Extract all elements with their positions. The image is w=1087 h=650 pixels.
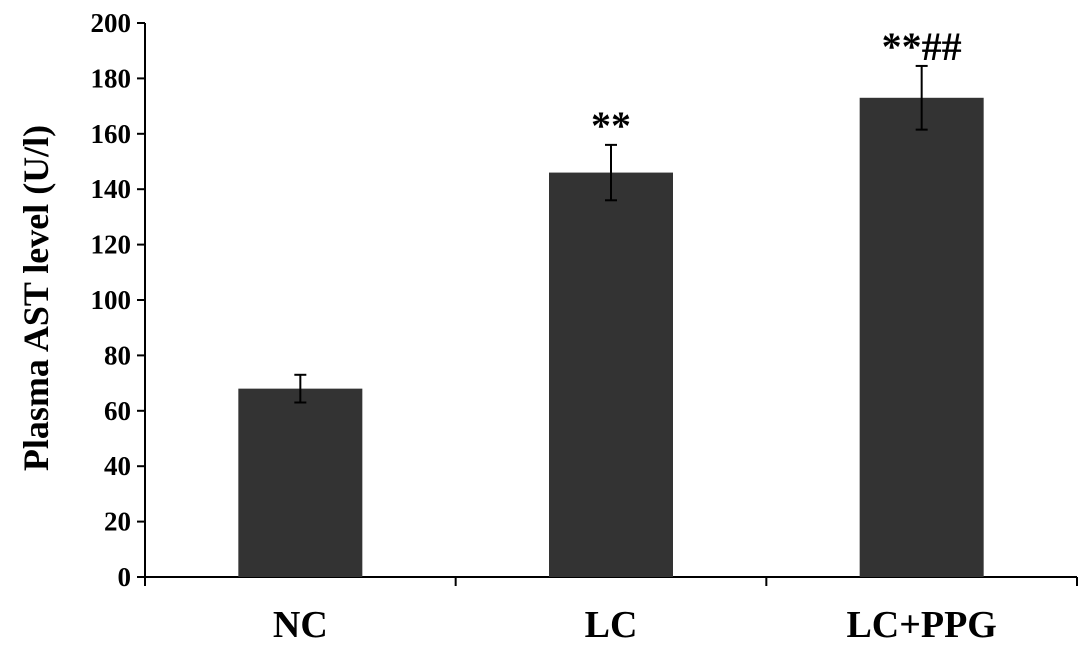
y-tick-label: 160 (91, 119, 132, 149)
y-axis-label: Plasma AST level (U/l) (16, 125, 56, 471)
x-category-label: LC+PPG (846, 604, 996, 646)
x-category-label: LC (585, 604, 638, 646)
y-tick-label: 100 (91, 285, 132, 315)
y-tick-label: 140 (91, 174, 132, 204)
bar-lc (549, 172, 673, 577)
bar-lc-ppg (859, 97, 984, 577)
y-tick-label: 40 (104, 451, 131, 481)
y-tick-label: 80 (104, 340, 131, 370)
plot-area: 0 20 40 60 80 100 120 140 160 180 200 NC ** LC **## LC+… (91, 8, 1078, 646)
y-tick-label: 120 (91, 230, 132, 260)
x-category-label: NC (273, 604, 328, 646)
y-tick-label: 200 (91, 8, 132, 38)
y-tick-label: 180 (91, 63, 132, 93)
y-tick-label: 20 (104, 507, 131, 537)
y-tick-label: 60 (104, 396, 131, 426)
bar-nc (238, 388, 363, 577)
y-tick-label: 0 (118, 562, 132, 592)
significance-label: ** (591, 103, 631, 148)
significance-label: **## (882, 24, 962, 69)
